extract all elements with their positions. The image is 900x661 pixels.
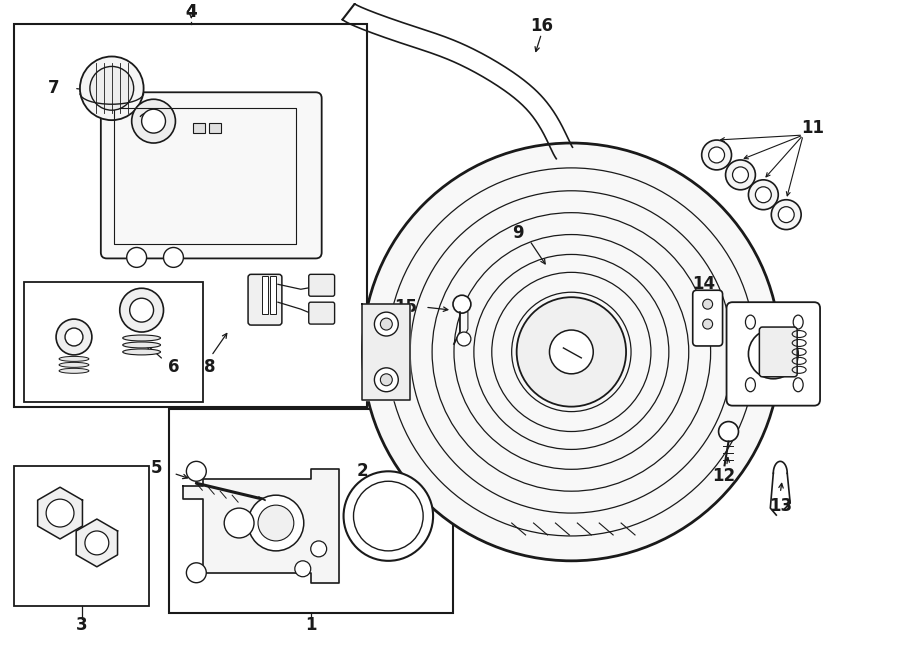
Text: 13: 13 [769,497,792,515]
Circle shape [258,505,293,541]
Circle shape [708,147,725,163]
Circle shape [224,508,254,538]
Circle shape [141,109,166,133]
FancyBboxPatch shape [248,274,282,325]
Circle shape [755,187,771,203]
Circle shape [85,531,109,555]
Circle shape [550,330,593,374]
Circle shape [749,180,778,210]
Circle shape [186,461,206,481]
Text: 7: 7 [49,79,60,97]
Polygon shape [184,469,338,583]
Ellipse shape [793,315,803,329]
Ellipse shape [122,335,160,341]
FancyBboxPatch shape [726,302,820,406]
Text: 4: 4 [185,3,197,20]
Bar [270,276,276,314]
Circle shape [131,99,176,143]
Circle shape [778,207,794,223]
Text: 11: 11 [802,119,824,137]
Bar [210,123,221,133]
Text: 15: 15 [393,298,417,316]
Text: 16: 16 [530,17,553,34]
Bar [14,24,367,407]
Text: 9: 9 [512,223,524,241]
FancyBboxPatch shape [309,274,335,296]
Circle shape [354,481,423,551]
Circle shape [703,299,713,309]
Text: 2: 2 [356,462,368,481]
Circle shape [718,422,739,442]
Circle shape [46,499,74,527]
Circle shape [733,167,749,183]
Circle shape [725,160,755,190]
Circle shape [164,247,184,267]
Circle shape [374,312,399,336]
FancyBboxPatch shape [760,327,797,377]
FancyBboxPatch shape [101,93,321,258]
Circle shape [363,143,780,561]
Circle shape [56,319,92,355]
Ellipse shape [59,362,89,368]
Text: 10: 10 [798,318,822,336]
Ellipse shape [793,378,803,392]
Circle shape [90,66,134,110]
Text: 12: 12 [712,467,735,485]
Bar [194,123,205,133]
Circle shape [344,471,433,561]
Bar [262,276,268,314]
Text: 6: 6 [167,358,179,376]
Circle shape [702,140,732,170]
Text: 1: 1 [305,617,317,635]
Ellipse shape [745,315,755,329]
FancyBboxPatch shape [693,290,723,346]
Bar [24,282,203,402]
Text: 3: 3 [76,617,87,635]
Polygon shape [38,487,83,539]
Ellipse shape [59,368,89,373]
Circle shape [771,200,801,229]
Circle shape [517,297,626,407]
Ellipse shape [745,378,755,392]
Text: 14: 14 [692,275,716,293]
Bar [169,408,453,613]
Circle shape [127,247,147,267]
Circle shape [381,318,392,330]
Ellipse shape [59,356,89,362]
Bar [14,466,149,605]
FancyBboxPatch shape [309,302,335,324]
Text: 5: 5 [151,459,162,477]
Circle shape [749,329,798,379]
Circle shape [457,332,471,346]
Text: 8: 8 [203,358,215,376]
Circle shape [295,561,310,577]
Circle shape [310,541,327,557]
Circle shape [374,368,399,392]
Circle shape [120,288,164,332]
Circle shape [453,295,471,313]
Circle shape [80,56,144,120]
Circle shape [248,495,304,551]
Polygon shape [76,519,118,566]
Circle shape [130,298,154,322]
Circle shape [381,374,392,386]
Circle shape [703,319,713,329]
Circle shape [65,328,83,346]
Ellipse shape [122,342,160,348]
Text: 4: 4 [185,3,197,20]
Polygon shape [363,304,410,400]
Circle shape [186,563,206,583]
Ellipse shape [122,349,160,355]
